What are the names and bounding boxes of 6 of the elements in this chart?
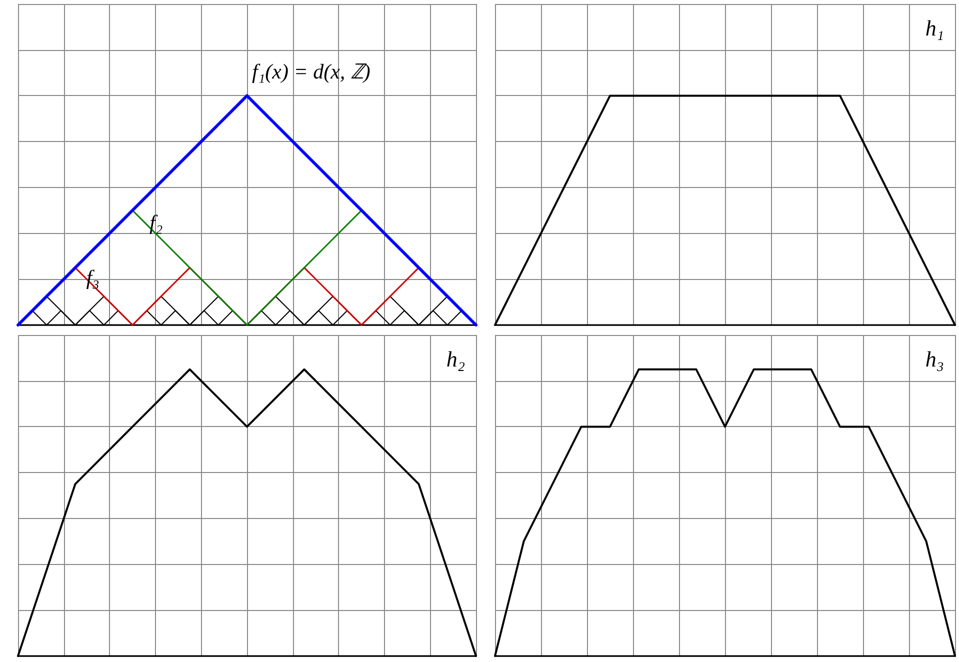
chart-title: h₃	[925, 346, 944, 372]
chart-title: h₂	[446, 346, 466, 372]
chart-title: h₁	[925, 16, 944, 40]
series-label: f₂	[150, 210, 163, 234]
series-label: f₃	[86, 266, 100, 290]
series-label: f₁(x) = d(x, ℤ)	[252, 60, 370, 84]
